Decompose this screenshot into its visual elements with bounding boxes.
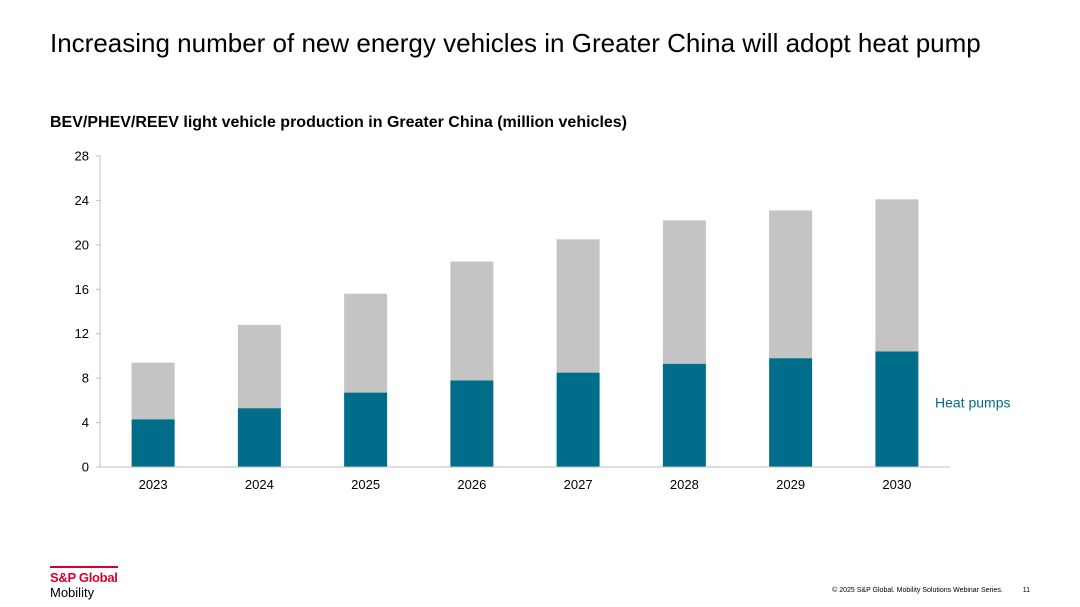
bar-remaining xyxy=(556,239,600,373)
y-tick-label: 28 xyxy=(75,149,89,164)
y-tick-label: 24 xyxy=(75,193,89,208)
bar-remaining xyxy=(344,293,388,393)
bar-heat-pumps xyxy=(450,380,494,467)
x-tick-label: 2026 xyxy=(457,477,486,492)
bar-heat-pumps xyxy=(344,392,388,467)
bar-remaining xyxy=(662,220,706,364)
bar-heat-pumps xyxy=(556,372,600,467)
x-tick-label: 2023 xyxy=(139,477,168,492)
bar-remaining xyxy=(769,210,813,359)
bar-heat-pumps xyxy=(237,408,281,467)
bar-remaining xyxy=(875,199,919,352)
bar-remaining xyxy=(237,324,281,409)
y-tick-label: 20 xyxy=(75,237,89,252)
sp-global-mobility-logo: S&P Global Mobility xyxy=(50,566,118,599)
bar-heat-pumps xyxy=(875,351,919,467)
copyright-text: © 2025 S&P Global. Mobility Solutions We… xyxy=(832,587,1003,594)
bar-heat-pumps xyxy=(662,363,706,467)
chart-title: BEV/PHEV/REEV light vehicle production i… xyxy=(50,114,628,131)
logo-division-text: Mobility xyxy=(50,585,95,600)
y-tick-label: 12 xyxy=(75,326,89,341)
x-tick-label: 2025 xyxy=(351,477,380,492)
x-tick-label: 2030 xyxy=(882,477,911,492)
y-tick-label: 8 xyxy=(82,371,89,386)
x-tick-label: 2027 xyxy=(564,477,593,492)
page-number: 11 xyxy=(1022,587,1030,594)
bar-heat-pumps xyxy=(769,358,813,467)
footer: © 2025 S&P Global. Mobility Solutions We… xyxy=(832,587,1030,594)
y-tick-label: 4 xyxy=(82,415,89,430)
y-tick-label: 16 xyxy=(75,282,89,297)
y-tick-label: 0 xyxy=(82,460,89,475)
bar-remaining xyxy=(450,261,494,381)
bar-heat-pumps xyxy=(131,419,175,467)
x-tick-label: 2028 xyxy=(670,477,699,492)
logo-brand-text: S&P Global xyxy=(50,566,118,584)
slide-title: Increasing number of new energy vehicles… xyxy=(50,28,981,58)
x-tick-label: 2024 xyxy=(245,477,274,492)
x-tick-label: 2029 xyxy=(776,477,805,492)
bar-remaining xyxy=(131,362,175,420)
legend-heat-pumps: Heat pumps xyxy=(935,394,1010,410)
